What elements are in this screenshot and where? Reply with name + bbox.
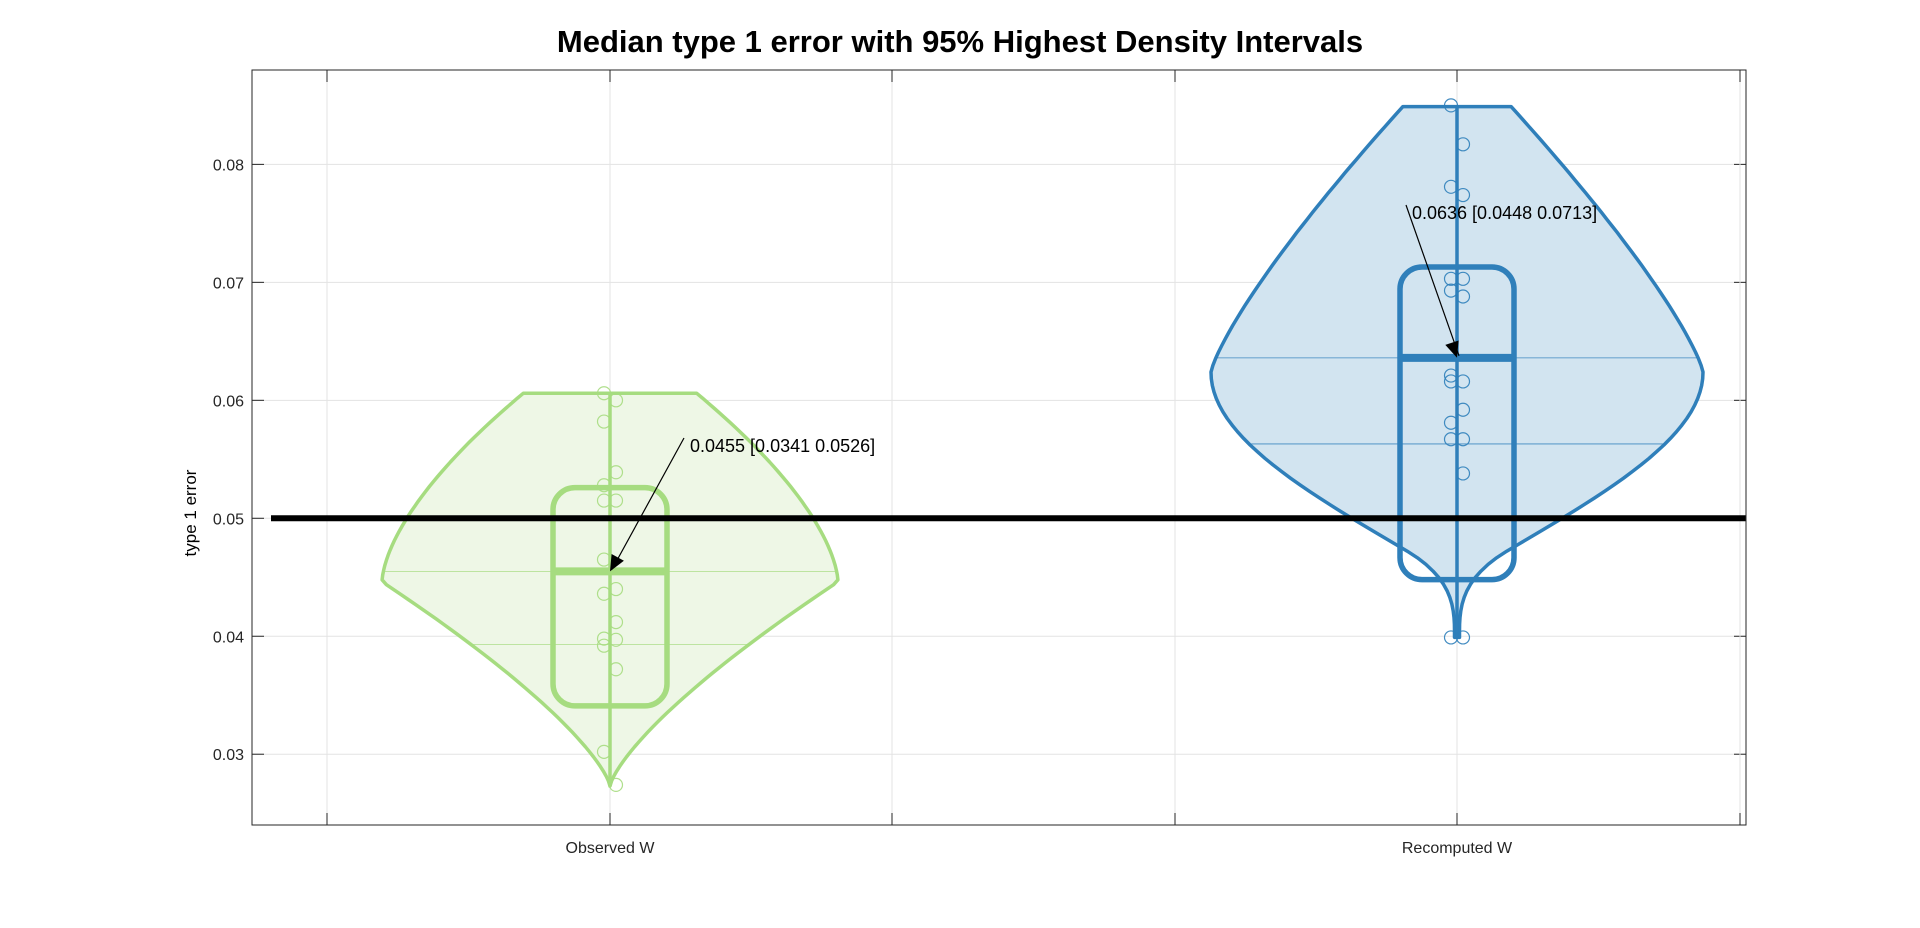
annotation-arrow-line bbox=[1405, 204, 1460, 357]
data-point bbox=[608, 662, 624, 677]
y-tick-label: 0.08 bbox=[213, 157, 244, 174]
data-point bbox=[608, 465, 624, 480]
data-point bbox=[596, 638, 612, 653]
data-point bbox=[1455, 374, 1471, 389]
x-tick-label: Observed W bbox=[566, 840, 656, 857]
data-point bbox=[596, 386, 612, 401]
y-tick-label: 0.05 bbox=[213, 511, 244, 528]
data-point bbox=[608, 581, 624, 597]
annotation-label: 0.0636 [0.0448 0.0713] bbox=[1412, 203, 1597, 223]
data-point bbox=[608, 632, 624, 647]
data-point bbox=[1455, 187, 1471, 203]
y-tick-label: 0.04 bbox=[213, 629, 244, 646]
data-point bbox=[1443, 98, 1459, 113]
x-tick-label: Recomputed W bbox=[1402, 840, 1513, 857]
y-axis-label: type 1 error bbox=[181, 469, 200, 557]
y-tick-label: 0.03 bbox=[213, 747, 244, 764]
data-point bbox=[1443, 368, 1459, 383]
annotation-arrowhead bbox=[1445, 340, 1459, 358]
hdi-box bbox=[1397, 264, 1517, 583]
data-point bbox=[608, 777, 624, 792]
annotation-label: 0.0455 [0.0341 0.0526] bbox=[690, 436, 875, 456]
data-point bbox=[596, 478, 612, 493]
data-point bbox=[1455, 432, 1471, 447]
data-point bbox=[1443, 179, 1459, 194]
data-point bbox=[1443, 630, 1459, 645]
data-point bbox=[596, 586, 612, 601]
annotation-arrow-line bbox=[611, 437, 685, 570]
data-point bbox=[1455, 289, 1471, 304]
data-point bbox=[596, 414, 612, 429]
data-point bbox=[596, 744, 612, 759]
data-point bbox=[1443, 415, 1459, 430]
data-point bbox=[1443, 432, 1459, 447]
data-point bbox=[1443, 283, 1459, 298]
data-point bbox=[1443, 271, 1459, 286]
chart-title: Median type 1 error with 95% Highest Den… bbox=[556, 24, 1364, 59]
data-point bbox=[1455, 271, 1471, 286]
data-point bbox=[596, 552, 612, 567]
data-point bbox=[596, 631, 612, 646]
violin-group bbox=[380, 386, 840, 792]
data-point bbox=[1455, 630, 1471, 645]
data-point bbox=[1455, 466, 1471, 481]
y-tick-label: 0.06 bbox=[213, 393, 244, 410]
data-point bbox=[1455, 137, 1471, 152]
data-point bbox=[608, 493, 624, 508]
data-point bbox=[596, 493, 612, 508]
data-point bbox=[608, 393, 624, 408]
data-point bbox=[1443, 374, 1459, 389]
data-point bbox=[1455, 402, 1471, 417]
y-tick-label: 0.07 bbox=[213, 275, 244, 292]
axes-border bbox=[251, 69, 1747, 826]
annotation-arrowhead bbox=[610, 554, 624, 572]
data-point bbox=[608, 614, 624, 630]
violin-group bbox=[1209, 98, 1705, 645]
